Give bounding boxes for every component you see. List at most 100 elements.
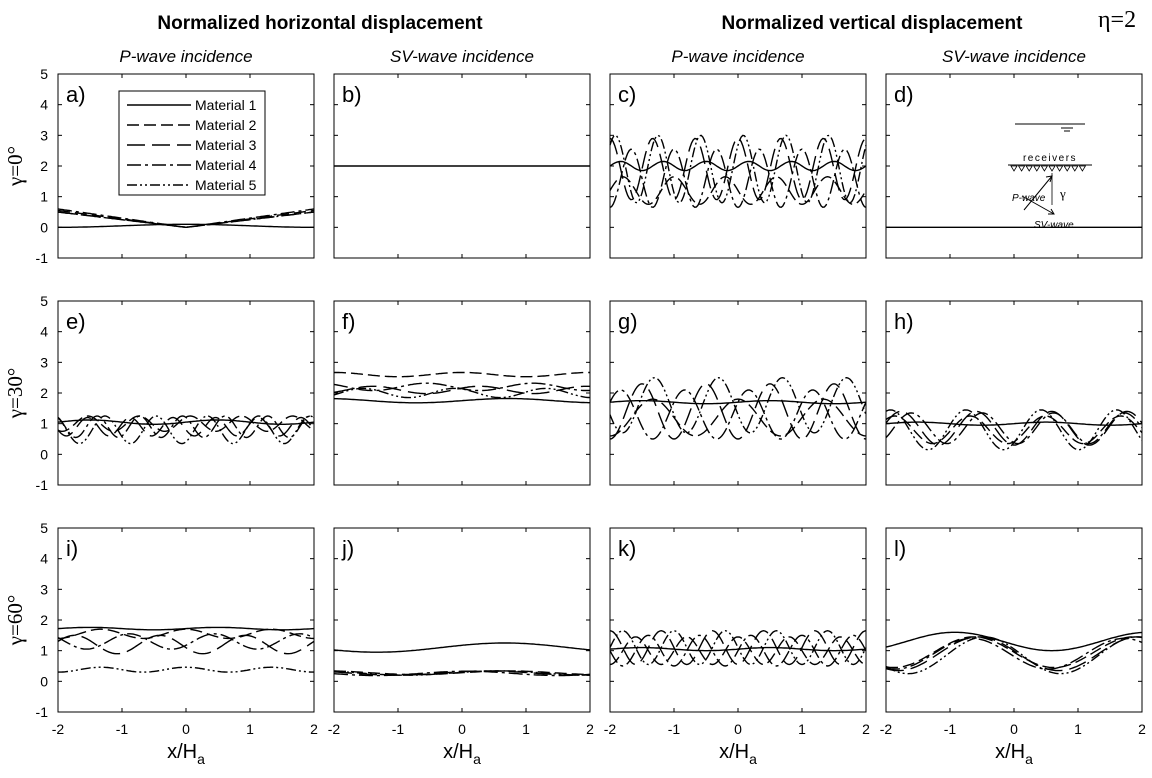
panel-label: a) xyxy=(66,82,86,107)
x-tick-label: -2 xyxy=(880,721,893,737)
y-tick-label: -1 xyxy=(36,704,49,720)
x-axis-label: x/Ha xyxy=(167,741,205,767)
x-tick-label: 0 xyxy=(182,721,190,737)
plot-frame xyxy=(885,527,1143,713)
panel: -2 -1 0 1 2 k) xyxy=(604,527,870,737)
y-tick-label: 1 xyxy=(40,643,48,659)
series-line xyxy=(609,629,867,666)
y-tick-label: -1 xyxy=(36,250,49,266)
x-tick-label: 1 xyxy=(1074,721,1082,737)
x-axis-label: x/Ha xyxy=(995,741,1033,767)
arrow-icon xyxy=(1045,175,1053,183)
header-vertical: Normalized vertical displacement xyxy=(722,13,1024,34)
x-tick-label: -1 xyxy=(116,721,129,737)
y-tick-label: 2 xyxy=(40,612,48,628)
series-line xyxy=(57,419,315,425)
series-line xyxy=(609,383,867,440)
receivers-label: receivers xyxy=(1023,153,1077,164)
series-line xyxy=(57,415,315,439)
series-line xyxy=(58,666,314,673)
series-line xyxy=(609,634,867,667)
row-label: γ=30° xyxy=(3,368,27,420)
x-tick-label: 1 xyxy=(522,721,530,737)
arrow-icon xyxy=(1048,208,1055,215)
panel: f) xyxy=(333,300,591,486)
receiver-triangle-icon xyxy=(1017,165,1026,172)
panel-label: c) xyxy=(618,82,636,107)
y-tick-label: 2 xyxy=(40,158,48,174)
column-title: P-wave incidence xyxy=(671,47,804,66)
plot-frame xyxy=(885,300,1143,486)
panel-label: f) xyxy=(342,309,355,334)
series-line xyxy=(885,631,1143,652)
legend-label: Material 5 xyxy=(195,177,257,193)
y-tick-label: 2 xyxy=(40,385,48,401)
sv-wave-ray xyxy=(1021,195,1055,215)
panel-label: i) xyxy=(66,536,78,561)
x-tick-label: -1 xyxy=(392,721,405,737)
row-label: γ=60° xyxy=(3,595,27,647)
panel-label: d) xyxy=(894,82,914,107)
series-line xyxy=(885,636,1143,675)
x-tick-label: -2 xyxy=(52,721,65,737)
series-line xyxy=(885,637,1143,670)
receiver-triangle-icon xyxy=(1048,165,1056,172)
panel: c) xyxy=(609,73,867,259)
series-line xyxy=(58,223,314,229)
legend-label: Material 3 xyxy=(195,137,257,153)
y-tick-label: 1 xyxy=(40,189,48,205)
receiver-triangle-icon xyxy=(1025,165,1033,172)
receiver-triangle-icon xyxy=(1040,165,1049,172)
x-tick-label: 0 xyxy=(1010,721,1018,737)
legend-box xyxy=(118,90,266,196)
receiver-triangle-icon xyxy=(1071,165,1079,172)
y-tick-label: 4 xyxy=(40,97,48,113)
series-line xyxy=(57,633,315,650)
series-line xyxy=(609,629,867,666)
y-tick-label: 5 xyxy=(40,66,48,82)
sv-wave-label: SV-wave xyxy=(1034,220,1074,231)
column-title: SV-wave incidence xyxy=(390,47,534,66)
eta-label: η=2 xyxy=(1098,7,1136,33)
series-line xyxy=(57,415,315,445)
panel-label: j) xyxy=(341,536,354,561)
p-wave-ray xyxy=(1023,175,1053,211)
x-axis-label: x/Ha xyxy=(443,741,481,767)
series-line xyxy=(609,160,867,172)
y-tick-label: 0 xyxy=(40,446,48,462)
panel: -2 -1 0 1 2 l) xyxy=(880,527,1146,737)
series-line xyxy=(885,409,1143,451)
y-tick-label: 4 xyxy=(40,551,48,567)
series-line xyxy=(609,137,867,201)
panel: d) xyxy=(885,73,1143,259)
series-line xyxy=(885,636,1143,669)
series-line xyxy=(885,410,1143,446)
plot-frame xyxy=(333,527,591,713)
legend-label: Material 1 xyxy=(195,97,257,113)
plot-frame xyxy=(333,300,591,486)
y-tick-label: 0 xyxy=(40,219,48,235)
series-line xyxy=(57,626,315,631)
panel: b) xyxy=(333,73,591,259)
legend-label: Material 4 xyxy=(195,157,257,173)
y-tick-label: 3 xyxy=(40,127,48,143)
y-tick-label: 3 xyxy=(40,581,48,597)
x-tick-label: 1 xyxy=(246,721,254,737)
series-line xyxy=(609,376,867,434)
y-tick-label: 3 xyxy=(40,354,48,370)
series-line xyxy=(609,134,867,204)
series-line xyxy=(885,421,1143,426)
panel: -1 0 1 2 3 4 5 e) xyxy=(36,293,315,493)
x-tick-label: 2 xyxy=(1138,721,1146,737)
series-line xyxy=(334,670,590,676)
receiver-triangle-icon xyxy=(1063,165,1071,172)
x-tick-label: 2 xyxy=(310,721,318,737)
panel: -1 0 1 2 3 4 5 a) xyxy=(36,66,315,266)
x-tick-label: -2 xyxy=(604,721,617,737)
plot-frame xyxy=(609,300,867,486)
panel: h) xyxy=(885,300,1143,486)
receiver-triangle-icon xyxy=(1033,165,1041,172)
series-line xyxy=(57,634,315,655)
panel-label: g) xyxy=(618,309,638,334)
